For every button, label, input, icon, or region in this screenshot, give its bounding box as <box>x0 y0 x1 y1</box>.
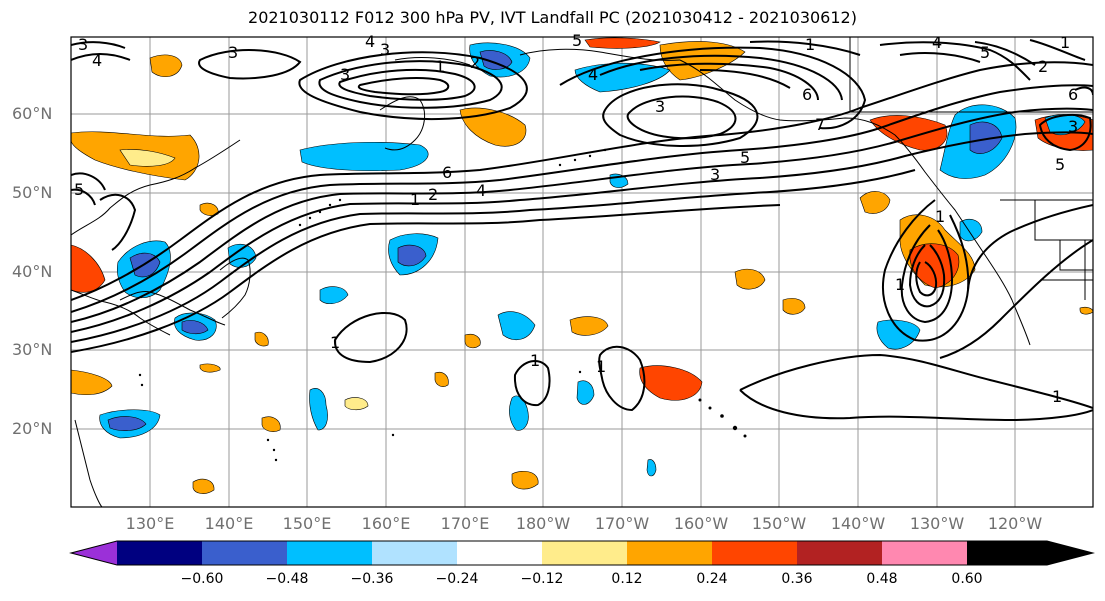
contour-label: 6 <box>442 163 452 182</box>
colorbar-tick-label: −0.48 <box>265 571 309 587</box>
colorbar-tick-label: −0.60 <box>180 571 224 587</box>
contour-label: 1 <box>1052 387 1062 406</box>
colorbar-bin <box>287 541 372 565</box>
colorbar-tick-label: −0.24 <box>435 571 479 587</box>
colorbar-min-extend <box>71 541 117 565</box>
contour-label: 5 <box>1055 155 1065 174</box>
colorbar-tick-label: −0.12 <box>520 571 564 587</box>
colorbar-bin <box>712 541 797 565</box>
contour-label: 6 <box>802 85 812 104</box>
contour-label: 7 <box>815 115 825 134</box>
contour-label: 6 <box>1068 85 1078 104</box>
lon-label: 160°E <box>361 514 411 533</box>
lon-label: 120°W <box>987 514 1043 533</box>
lat-label: 40°N <box>12 262 53 281</box>
lon-label: 170°W <box>594 514 650 533</box>
contour-label: 1 <box>596 357 606 376</box>
lon-label: 130°E <box>125 514 175 533</box>
contour-label: 1 <box>410 190 420 209</box>
colorbar-bin <box>542 541 627 565</box>
colorbar-bin <box>797 541 882 565</box>
contour-label: 1 <box>805 35 815 54</box>
contour-label: 3 <box>228 43 238 62</box>
colorbar-bin <box>627 541 712 565</box>
contour-label: 4 <box>365 32 375 51</box>
contour-label: 5 <box>572 31 582 50</box>
contour-label: 4 <box>932 33 942 52</box>
contour-label: 3 <box>1068 117 1078 136</box>
colorbar-bin <box>372 541 457 565</box>
lon-label: 140°E <box>204 514 254 533</box>
colorbar-outline <box>69 540 1095 566</box>
colorbar-max-extend <box>967 541 1093 565</box>
lon-label: 150°W <box>751 514 807 533</box>
colorbar-tick-label: −0.36 <box>350 571 394 587</box>
colorbar-tick-label: 0.48 <box>866 571 898 587</box>
lon-label: 180°W <box>515 514 571 533</box>
contour-label: 3 <box>78 35 88 54</box>
colorbar-bin <box>117 541 202 565</box>
colorbar-bin <box>202 541 287 565</box>
contour-label: 1 <box>1060 33 1070 52</box>
contour-label: 5 <box>74 180 84 199</box>
lon-label: 170°E <box>440 514 490 533</box>
lon-label: 140°W <box>830 514 886 533</box>
coastlines <box>71 37 1093 507</box>
colorbar-bin <box>882 541 967 565</box>
lat-label: 50°N <box>12 183 53 202</box>
contour-label: 3 <box>380 40 390 59</box>
pv-positive-shading <box>71 37 1093 494</box>
contour-label: 3 <box>340 65 350 84</box>
contour-label: 2 <box>1038 57 1048 76</box>
lat-label: 30°N <box>12 340 53 359</box>
pv-contours <box>71 39 1093 422</box>
contour-label: 1 <box>330 333 340 352</box>
islands <box>138 148 747 462</box>
contour-label: 4 <box>92 51 102 70</box>
lat-label: 60°N <box>12 104 53 123</box>
colorbar-tick-label: 0.60 <box>951 571 983 587</box>
lon-label: 130°W <box>909 514 965 533</box>
contour-label-layer: 3 4 3 3 4 3 5 1 1 2 4 6 5 6 4 3 5 2 1 7 … <box>74 31 1078 406</box>
contour-label: 3 <box>710 165 720 184</box>
contour-label: 5 <box>740 148 750 167</box>
contour-label: 1 <box>935 207 945 226</box>
contour-label: 2 <box>428 185 438 204</box>
contour-label: 4 <box>588 65 598 84</box>
lon-label: 150°E <box>282 514 332 533</box>
map-title: 2021030112 F012 300 hPa PV, IVT Landfall… <box>248 8 857 27</box>
map-border <box>70 36 1094 508</box>
contour-label: 5 <box>980 43 990 62</box>
contour-label: 2 <box>470 53 480 72</box>
contour-label: 1 <box>435 57 445 76</box>
colorbar-tick-label: 0.12 <box>611 571 643 587</box>
colorbar-tick-label: 0.24 <box>696 571 728 587</box>
contour-label: 1 <box>895 275 905 294</box>
contour-label: 4 <box>476 181 486 200</box>
colorbar-tick-label: 0.36 <box>781 571 813 587</box>
contour-label: 3 <box>655 97 665 116</box>
contour-label: 1 <box>530 351 540 370</box>
lat-label: 20°N <box>12 419 53 438</box>
colorbar-bin <box>457 541 542 565</box>
lon-label: 160°W <box>673 514 729 533</box>
colorbar <box>69 540 1095 566</box>
